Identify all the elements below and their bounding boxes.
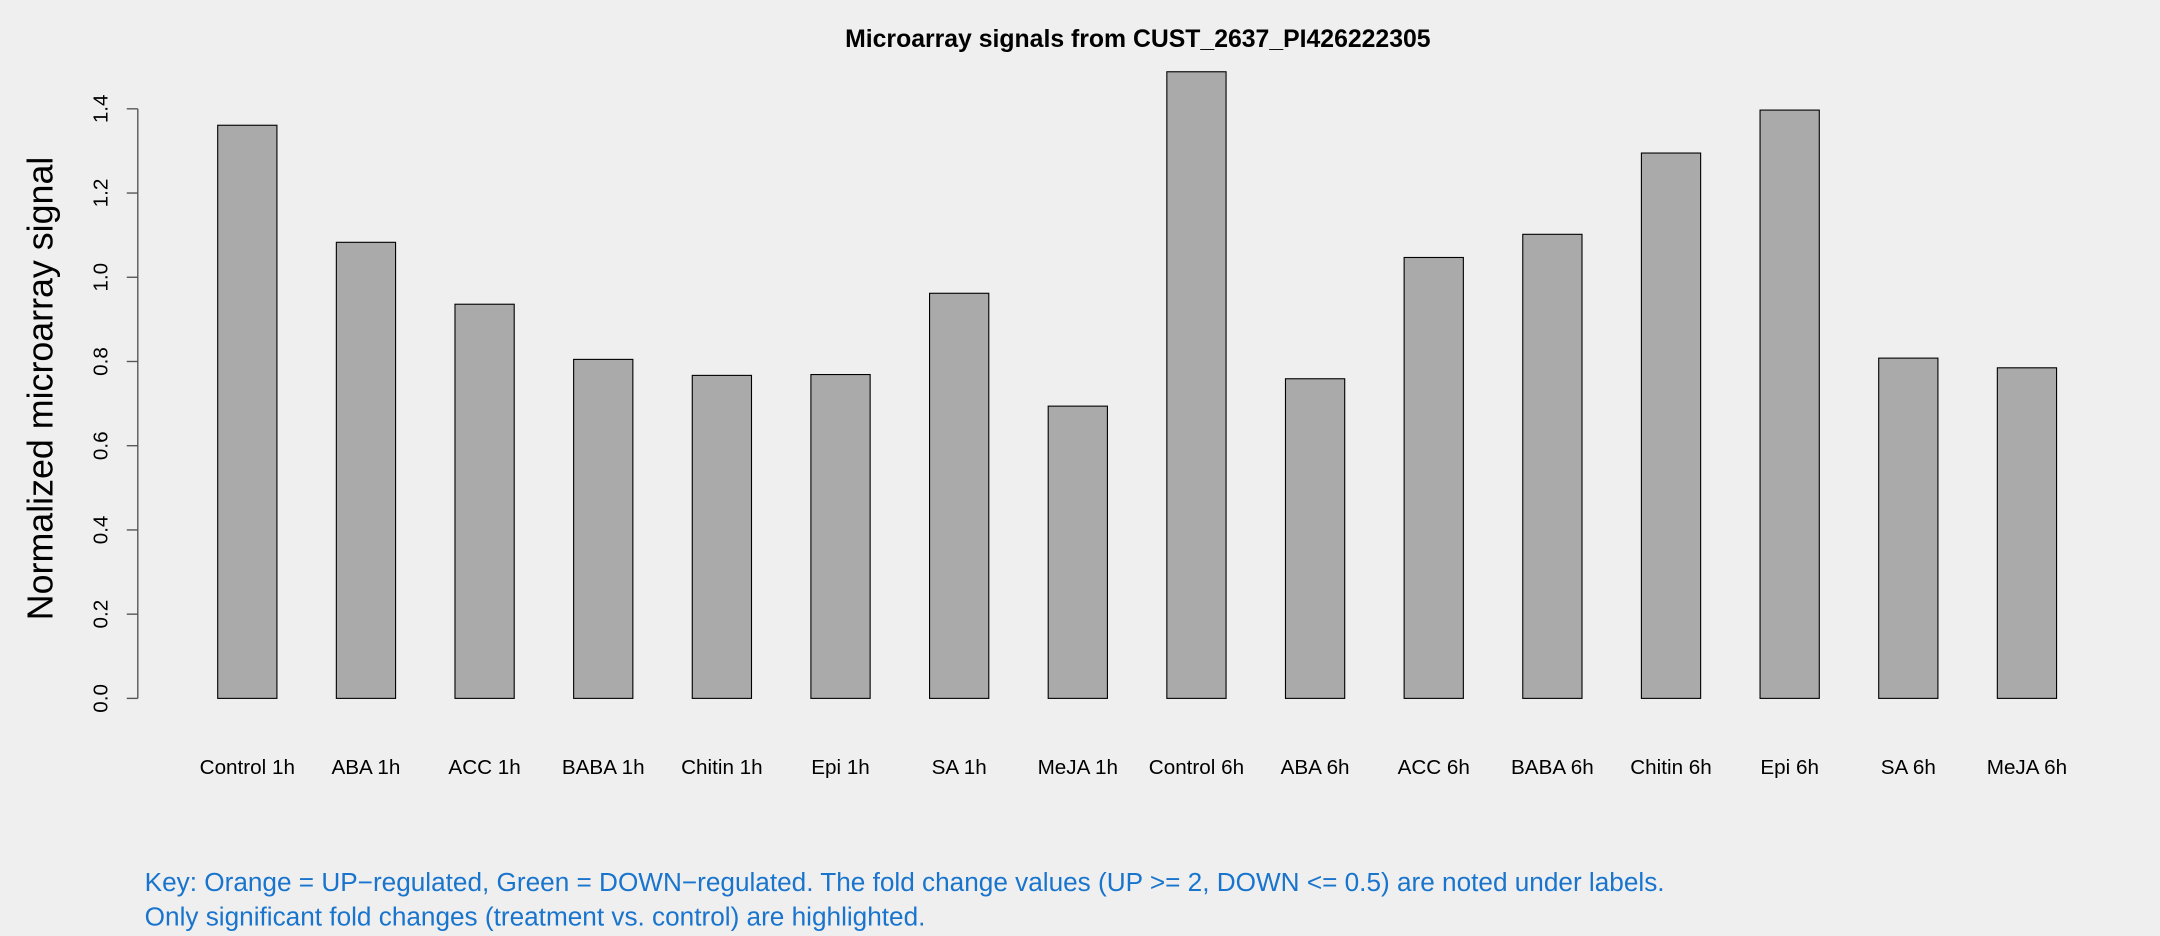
y-axis-label: Normalized microarray signal xyxy=(20,157,60,621)
x-tick-label: Chitin 1h xyxy=(681,756,763,779)
bars xyxy=(217,71,2058,699)
bar xyxy=(1522,233,1583,699)
y-tick-label: 0.0 xyxy=(89,684,112,713)
bar xyxy=(1640,152,1702,699)
x-tick-label: ABA 6h xyxy=(1281,756,1350,779)
bar xyxy=(1878,357,1939,699)
x-tick-label: ACC 1h xyxy=(448,756,520,779)
bar xyxy=(929,292,990,699)
y-tick-label: 1.2 xyxy=(89,179,112,208)
bar xyxy=(573,358,634,699)
y-tick-label: 0.2 xyxy=(89,600,112,629)
x-tick-label: Control 6h xyxy=(1149,756,1244,779)
key-line-1: Key: Orange = UP−regulated, Green = DOWN… xyxy=(145,867,1665,897)
y-tick-label: 0.4 xyxy=(89,516,112,545)
key-line-2: Only significant fold changes (treatment… xyxy=(145,902,926,932)
x-tick-label: Epi 1h xyxy=(811,756,870,779)
y-tick-label: 0.8 xyxy=(89,347,112,376)
x-tick-label: SA 1h xyxy=(932,756,987,779)
bar xyxy=(1759,109,1820,699)
x-tick-label: Epi 6h xyxy=(1760,756,1819,779)
x-tick-label: Chitin 6h xyxy=(1630,756,1712,779)
bar xyxy=(1996,367,2058,699)
y-axis: 0.0 0.2 0.4 0.6 0.8 1.0 1.2 1.4 xyxy=(89,94,139,713)
y-tick-label: 0.6 xyxy=(89,431,112,460)
y-tick-label: 1.4 xyxy=(89,94,112,123)
bar xyxy=(1284,378,1346,699)
bar xyxy=(335,241,397,699)
x-tick-label: MeJA 6h xyxy=(1987,756,2067,779)
bar xyxy=(1047,405,1108,699)
x-tick-label: BABA 6h xyxy=(1511,756,1594,779)
bar xyxy=(454,303,515,699)
bar xyxy=(1403,256,1464,699)
bar xyxy=(810,373,871,699)
x-tick-label: SA 6h xyxy=(1881,756,1936,779)
bar xyxy=(1166,71,1227,699)
x-tick-label: BABA 1h xyxy=(562,756,645,779)
bar xyxy=(217,124,278,699)
x-tick-label: Control 1h xyxy=(200,756,295,779)
chart-title: Microarray signals from CUST_2637_PI4262… xyxy=(845,26,1431,53)
x-tick-label: MeJA 1h xyxy=(1038,756,1118,779)
y-tick-label: 1.0 xyxy=(89,263,112,292)
bar xyxy=(691,374,753,699)
x-tick-label: ACC 6h xyxy=(1398,756,1470,779)
x-tick-labels: Control 1h ABA 1h ACC 1h BABA 1h Chitin 1h Ep… xyxy=(200,756,2067,779)
x-tick-label: ABA 1h xyxy=(331,756,400,779)
